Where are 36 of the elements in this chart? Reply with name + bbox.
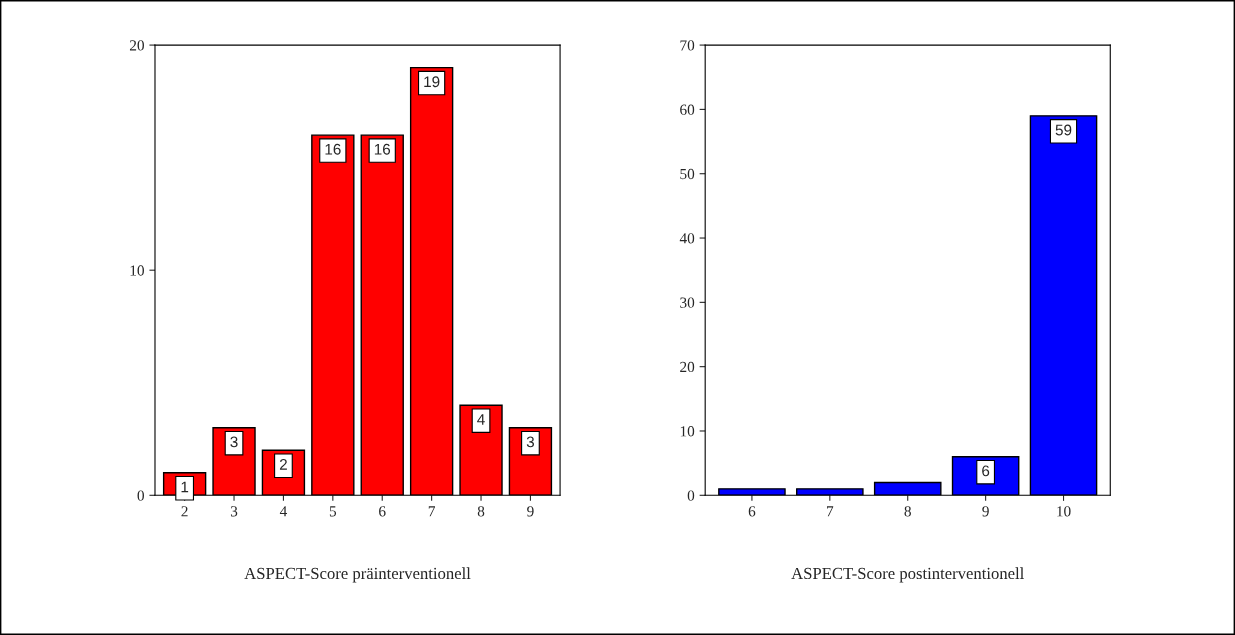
x-tick-label: 7: [827, 506, 834, 517]
y-tick-label: 20: [129, 40, 144, 51]
x-tick-label: 8: [477, 506, 485, 517]
data-label: 19: [424, 76, 440, 88]
data-label: 59: [1055, 124, 1072, 136]
x-tick-label: 6: [379, 506, 386, 517]
data-label: 3: [230, 436, 238, 448]
y-tick-label: 10: [130, 265, 144, 276]
x-tick-label: 9: [527, 506, 534, 517]
y-tick-label: 30: [680, 297, 695, 308]
x-tick-label: 9: [982, 506, 989, 517]
y-tick-label: 0: [687, 490, 695, 501]
data-label: 1: [181, 481, 189, 493]
data-label: 3: [526, 436, 535, 448]
y-tick-label: 40: [679, 233, 695, 244]
data-label: 4: [477, 414, 485, 425]
x-axis-title: ASPECT-Score präinterventionell: [244, 567, 471, 583]
data-label: 6: [982, 465, 990, 477]
data-label: 16: [325, 143, 341, 155]
x-tick-label: 2: [181, 506, 188, 517]
x-tick-label: 5: [329, 506, 337, 517]
y-tick-label: 50: [680, 168, 695, 180]
x-axis-title: ASPECT-Score postinterventionell: [791, 567, 1024, 583]
x-tick-label: 7: [428, 506, 436, 517]
y-tick-label: 70: [680, 40, 695, 51]
x-tick-label: 10: [1057, 506, 1071, 517]
x-tick-label: 4: [279, 506, 288, 517]
x-tick-label: 6: [748, 506, 756, 517]
data-label: 2: [279, 459, 287, 470]
x-tick-label: 3: [230, 506, 238, 517]
y-tick-label: 0: [137, 490, 144, 501]
y-tick-label: 10: [680, 426, 695, 437]
x-tick-label: 8: [904, 506, 911, 517]
data-label: 16: [374, 143, 391, 155]
y-tick-label: 20: [680, 361, 695, 373]
y-tick-label: 60: [680, 104, 695, 115]
